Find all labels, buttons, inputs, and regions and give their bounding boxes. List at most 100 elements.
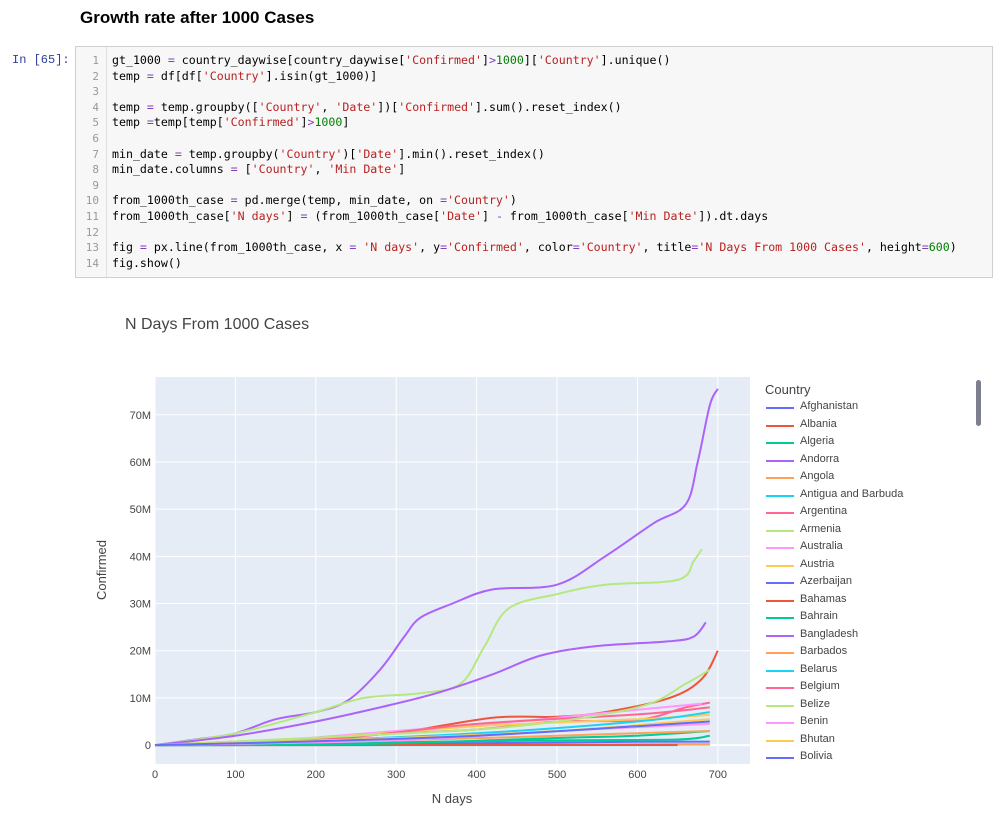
legend-scrollbar[interactable] (976, 380, 981, 426)
legend-label: Benin (800, 715, 829, 727)
cell-prompt: In [65]: (12, 53, 70, 67)
legend-swatch (766, 424, 794, 427)
line-number: 5 (92, 116, 99, 130)
legend-label: Bolivia (800, 750, 833, 762)
legend-label: Antigua and Barbuda (800, 487, 904, 500)
line-number: 2 (92, 69, 99, 83)
code-line: min_date.columns = ['Country', 'Min Date… (112, 162, 406, 177)
legend-swatch (766, 442, 794, 444)
line-number: 12 (85, 225, 99, 239)
x-axis-ticks: 0 100 200 300 400 500 600 700 (152, 769, 727, 781)
line-number: 6 (92, 132, 99, 145)
line-number-gutter: 1 2 3 4 5 6 7 8 9 10 11 12 13 14 (76, 47, 107, 277)
legend-swatch (766, 722, 794, 724)
legend-label: Afghanistan (800, 400, 859, 412)
legend-label: Bahamas (800, 592, 847, 605)
legend-swatch (766, 529, 794, 532)
series-line (154, 548, 703, 747)
line-number: 14 (85, 256, 99, 270)
plot-background (155, 377, 750, 764)
legend-swatch (766, 582, 794, 584)
legend-label: Belgium (800, 680, 840, 692)
y-tick-label: 70M (130, 410, 151, 422)
legend-swatch (766, 652, 794, 654)
legend-swatch (766, 547, 794, 549)
x-tick-label: 300 (387, 769, 405, 781)
legend-swatch (766, 617, 794, 619)
grid-lines (154, 377, 750, 764)
legend-swatch (766, 757, 794, 759)
legend-label: Andorra (800, 452, 840, 465)
section-heading: Growth rate after 1000 Cases (80, 8, 315, 27)
line-number: 7 (92, 147, 99, 161)
legend-swatch (766, 459, 794, 462)
legend-title: Country (765, 382, 811, 397)
code-cell[interactable]: 1 2 3 4 5 6 7 8 9 10 11 12 13 14 gt_1000 = country_da… (75, 46, 993, 278)
code-line: min_date = temp.groupby('Country')['Date… (112, 146, 545, 161)
line-number: 10 (85, 194, 99, 208)
legend-label: Barbados (800, 645, 848, 657)
line-number: 8 (92, 163, 99, 177)
code-line: fig = px.line(from_1000th_case, x = 'N d… (112, 240, 957, 255)
line-number: 1 (92, 54, 99, 67)
legend-label: Bangladesh (800, 627, 859, 640)
legend-label: Azerbaijan (800, 575, 852, 587)
x-tick-label: 600 (628, 769, 646, 781)
legend-label: Albania (800, 417, 837, 430)
legend-swatch (766, 512, 794, 514)
legend-swatch (766, 669, 794, 672)
line-number: 3 (92, 85, 99, 99)
line-number: 4 (92, 100, 99, 114)
x-tick-label: 700 (709, 769, 727, 781)
x-tick-label: 100 (226, 769, 244, 781)
legend-swatch (766, 687, 794, 689)
code-line: from_1000th_case['N days'] = (from_1000t… (112, 209, 769, 223)
y-tick-label: 40M (130, 551, 151, 563)
legend-label: Austria (800, 557, 835, 570)
code-line: gt_1000 = country_daywise[country_daywis… (112, 53, 671, 67)
legend-swatch (766, 564, 794, 567)
x-tick-label: 200 (307, 769, 325, 781)
legend-label: Argentina (800, 505, 848, 517)
code-line: from_1000th_case = pd.merge(temp, min_da… (112, 193, 517, 208)
x-axis-label: N days (432, 791, 473, 806)
series-line (154, 730, 710, 747)
legend-label: Algeria (800, 435, 835, 447)
legend-label: Angola (800, 470, 835, 482)
y-tick-label: 30M (130, 599, 151, 611)
line-number: 11 (85, 210, 99, 223)
legend-swatch (766, 407, 794, 409)
code-line: temp = temp.groupby(['Country', 'Date'])… (112, 99, 622, 114)
y-tick-label: 10M (130, 693, 151, 705)
legend-label: Belize (800, 697, 830, 710)
legend-swatch (766, 704, 794, 707)
series-line (154, 668, 711, 747)
legend-label: Australia (800, 540, 843, 552)
legend-swatch (766, 599, 794, 602)
legend-swatch (766, 494, 794, 497)
legend-label: Belarus (800, 662, 838, 675)
y-tick-label: 0 (145, 740, 151, 752)
code-line: temp =temp[temp['Confirmed']>1000] (112, 115, 350, 130)
series-line (154, 388, 719, 747)
series-lines (154, 388, 719, 747)
y-axis-label: Confirmed (94, 540, 109, 600)
y-axis-ticks: 0 10M 20M 30M 40M 50M 60M 70M (130, 410, 151, 752)
x-tick-label: 400 (467, 769, 485, 781)
x-tick-label: 500 (548, 769, 566, 781)
legend-swatch (766, 739, 794, 742)
legend-label: Bhutan (800, 732, 835, 745)
legend-label: Bahrain (800, 610, 838, 622)
legend-swatch (766, 634, 794, 637)
line-number: 9 (92, 178, 99, 192)
y-tick-label: 50M (130, 504, 151, 516)
series-line (154, 621, 707, 747)
code-line: temp = df[df['Country'].isin(gt_1000)] (112, 68, 378, 83)
y-tick-label: 60M (130, 457, 151, 469)
x-tick-label: 0 (152, 769, 158, 781)
chart-title: N Days From 1000 Cases (125, 316, 310, 333)
line-number: 13 (85, 241, 99, 255)
legend-swatch (766, 477, 794, 479)
legend-label: Armenia (800, 522, 841, 535)
